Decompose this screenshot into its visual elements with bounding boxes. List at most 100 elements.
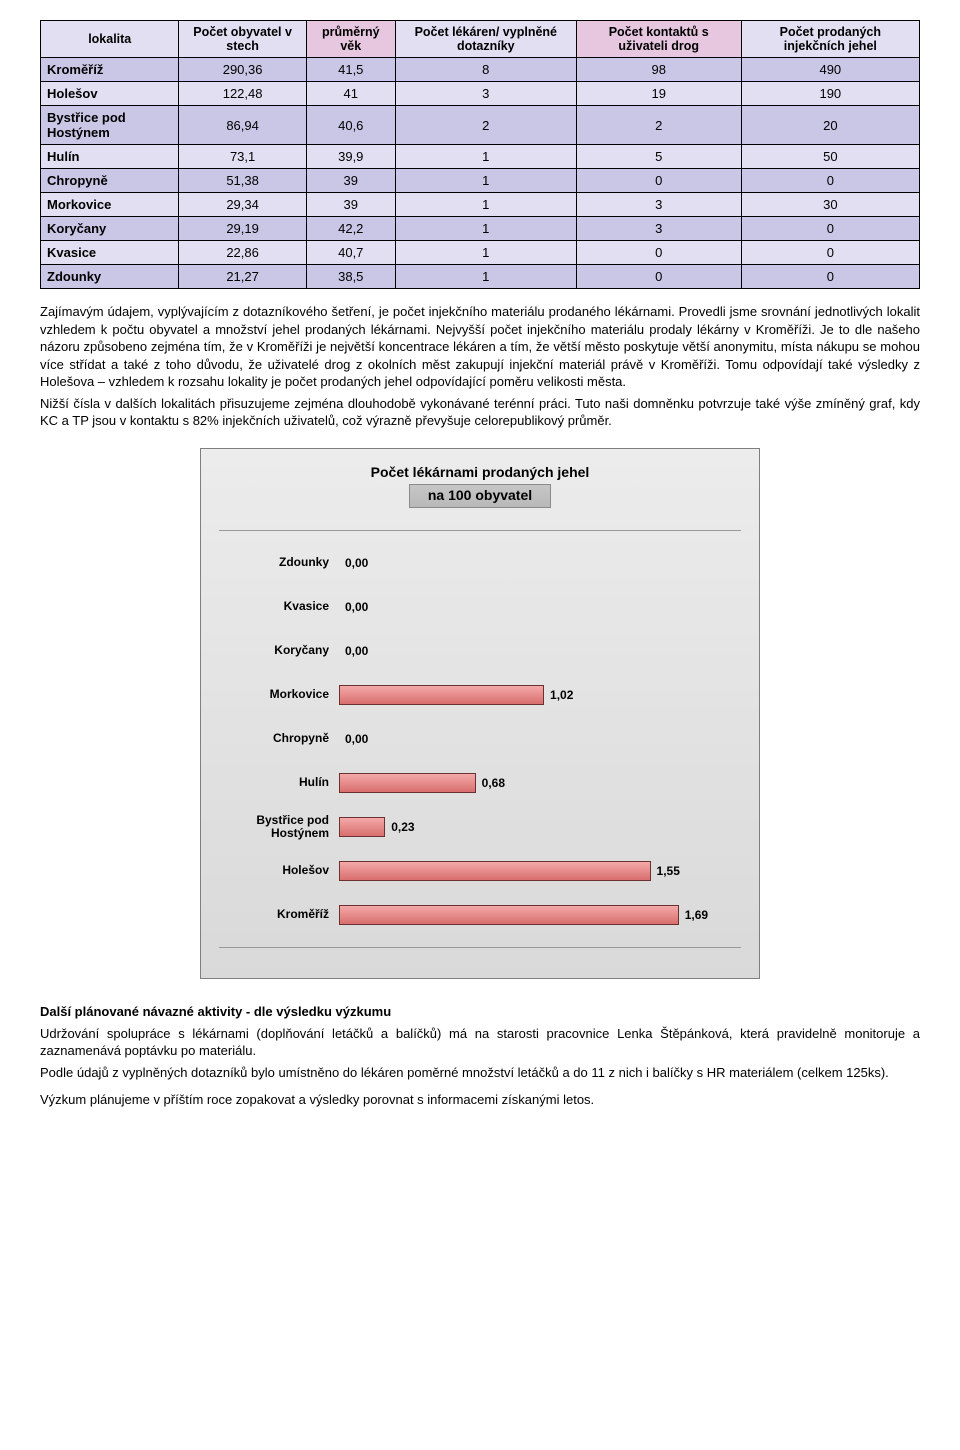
- data-cell: 29,19: [179, 217, 306, 241]
- data-cell: 0: [741, 217, 919, 241]
- data-cell: 0: [741, 265, 919, 289]
- locality-cell: Koryčany: [41, 217, 179, 241]
- data-cell: 1: [395, 193, 576, 217]
- bar-track: 0,23: [339, 817, 741, 837]
- data-cell: 19: [576, 82, 741, 106]
- data-cell: 40,7: [306, 241, 395, 265]
- bar-row: Kvasice0,00: [219, 587, 741, 627]
- data-cell: 3: [576, 193, 741, 217]
- data-cell: 122,48: [179, 82, 306, 106]
- data-cell: 3: [576, 217, 741, 241]
- bar-label: Kvasice: [219, 600, 339, 613]
- paragraph-3: Udržování spolupráce s lékárnami (doplňo…: [40, 1025, 920, 1060]
- section-heading: Další plánované návazné aktivity - dle v…: [40, 1003, 920, 1021]
- bar-row: Kroměříž1,69: [219, 895, 741, 935]
- bar-value: 1,02: [544, 685, 573, 705]
- data-cell: 2: [576, 106, 741, 145]
- locality-cell: Bystřice pod Hostýnem: [41, 106, 179, 145]
- bar-label: Morkovice: [219, 688, 339, 701]
- bar-row: Chropyně0,00: [219, 719, 741, 759]
- chart-area: Zdounky0,00Kvasice0,00Koryčany0,00Morkov…: [219, 530, 741, 948]
- data-cell: 8: [395, 58, 576, 82]
- bar-value: 1,69: [679, 905, 708, 925]
- data-cell: 42,2: [306, 217, 395, 241]
- bar-value: 0,68: [476, 773, 505, 793]
- table-header-cell: Počet lékáren/ vyplněné dotazníky: [395, 21, 576, 58]
- data-cell: 73,1: [179, 145, 306, 169]
- paragraph-5: Výzkum plánujeme v příštím roce zopakova…: [40, 1091, 920, 1109]
- chart-container: Počet lékárnami prodaných jehel na 100 o…: [200, 448, 760, 979]
- table-row: Holešov122,4841319190: [41, 82, 920, 106]
- table-row: Morkovice29,34391330: [41, 193, 920, 217]
- bar-row: Hulín 0,68: [219, 763, 741, 803]
- data-cell: 41: [306, 82, 395, 106]
- data-cell: 21,27: [179, 265, 306, 289]
- data-cell: 0: [576, 241, 741, 265]
- bar-track: 0,00: [339, 597, 741, 617]
- bar-track: 1,55: [339, 861, 741, 881]
- data-cell: 40,6: [306, 106, 395, 145]
- locality-cell: Kroměříž: [41, 58, 179, 82]
- table-header-cell: Počet obyvatel v stech: [179, 21, 306, 58]
- data-cell: 51,38: [179, 169, 306, 193]
- table-row: Kvasice22,8640,7100: [41, 241, 920, 265]
- data-cell: 86,94: [179, 106, 306, 145]
- bar-value: 0,23: [385, 817, 414, 837]
- data-cell: 5: [576, 145, 741, 169]
- bar-fill: [339, 773, 476, 793]
- table-header-cell: Počet prodaných injekčních jehel: [741, 21, 919, 58]
- data-cell: 29,34: [179, 193, 306, 217]
- data-cell: 3: [395, 82, 576, 106]
- table-row: Koryčany29,1942,2130: [41, 217, 920, 241]
- table-row: Hulín73,139,91550: [41, 145, 920, 169]
- data-cell: 490: [741, 58, 919, 82]
- locality-cell: Chropyně: [41, 169, 179, 193]
- data-cell: 1: [395, 217, 576, 241]
- bar-label: Bystřice pod Hostýnem: [219, 814, 339, 840]
- bar-row: Bystřice pod Hostýnem 0,23: [219, 807, 741, 847]
- bar-track: 0,00: [339, 553, 741, 573]
- data-cell: 98: [576, 58, 741, 82]
- data-cell: 0: [576, 169, 741, 193]
- bar-label: Hulín: [219, 776, 339, 789]
- chart-title-line1: Počet lékárnami prodaných jehel: [310, 463, 650, 483]
- bar-fill: [339, 861, 651, 881]
- data-cell: 39,9: [306, 145, 395, 169]
- data-cell: 22,86: [179, 241, 306, 265]
- locality-cell: Morkovice: [41, 193, 179, 217]
- bar-track: 0,00: [339, 641, 741, 661]
- data-cell: 1: [395, 265, 576, 289]
- chart-title: Počet lékárnami prodaných jehel na 100 o…: [310, 463, 650, 508]
- paragraph-2: Nižší čísla v dalších lokalitách přisuzu…: [40, 395, 920, 430]
- bar-value: 0,00: [339, 641, 368, 661]
- locality-cell: Zdounky: [41, 265, 179, 289]
- bar-row: Koryčany0,00: [219, 631, 741, 671]
- bar-row: Morkovice 1,02: [219, 675, 741, 715]
- locality-table: lokalitaPočet obyvatel v stechprůměrný v…: [40, 20, 920, 289]
- bar-label: Zdounky: [219, 556, 339, 569]
- table-row: Chropyně51,3839100: [41, 169, 920, 193]
- data-cell: 190: [741, 82, 919, 106]
- table-row: Bystřice pod Hostýnem86,9440,62220: [41, 106, 920, 145]
- bar-label: Chropyně: [219, 732, 339, 745]
- bar-row: Zdounky0,00: [219, 543, 741, 583]
- bar-fill: [339, 905, 679, 925]
- data-cell: 1: [395, 241, 576, 265]
- table-row: Kroměříž290,3641,5898490: [41, 58, 920, 82]
- data-cell: 2: [395, 106, 576, 145]
- bar-fill: [339, 817, 385, 837]
- bar-track: 1,02: [339, 685, 741, 705]
- chart-title-line2: na 100 obyvatel: [409, 484, 551, 508]
- bar-value: 0,00: [339, 729, 368, 749]
- data-cell: 41,5: [306, 58, 395, 82]
- table-header-cell: Počet kontaktů s uživateli drog: [576, 21, 741, 58]
- paragraph-4: Podle údajů z vyplněných dotazníků bylo …: [40, 1064, 920, 1082]
- data-cell: 39: [306, 193, 395, 217]
- locality-cell: Holešov: [41, 82, 179, 106]
- table-header-cell: lokalita: [41, 21, 179, 58]
- data-cell: 0: [741, 241, 919, 265]
- bar-row: Holešov1,55: [219, 851, 741, 891]
- bar-value: 0,00: [339, 553, 368, 573]
- bar-label: Holešov: [219, 864, 339, 877]
- data-cell: 38,5: [306, 265, 395, 289]
